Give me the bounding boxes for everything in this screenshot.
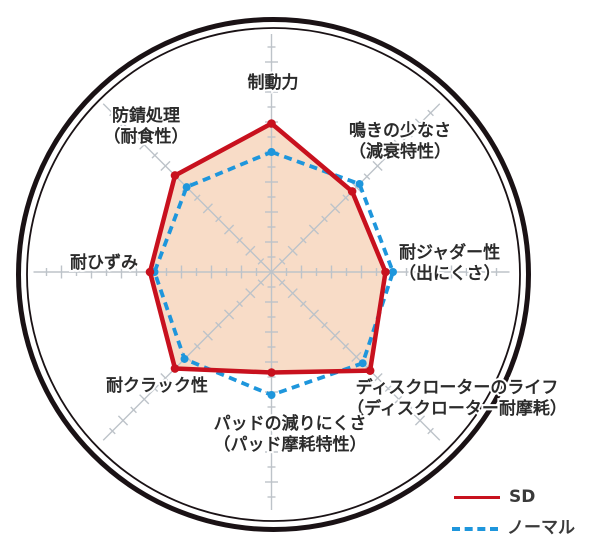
axis-label: （耐食性） [104, 126, 189, 147]
axis-tick [139, 394, 150, 405]
series-dot-SD [381, 267, 390, 277]
axis-line [102, 271, 272, 441]
axis-tick [117, 118, 129, 129]
axis-tick [223, 224, 235, 235]
axis-label: 鳴きの少なさ [349, 120, 451, 141]
axis-tick [330, 330, 341, 341]
axis-label: 耐ひずみ [70, 252, 138, 273]
axis-label: 制動力 [248, 72, 299, 93]
axis-tick [299, 300, 307, 308]
axis-tick [308, 224, 320, 235]
axis-tick [427, 427, 434, 435]
series-dot-ノーマル [358, 359, 367, 368]
axis-tick [372, 160, 383, 172]
axis-tick [257, 258, 265, 265]
series-dot-SD [170, 364, 180, 373]
series-dot-SD [347, 187, 357, 196]
axis-tick [160, 372, 171, 384]
axis-label: ディスクローターのライフ [356, 377, 559, 398]
axis-tick [139, 139, 150, 150]
series-dot-ノーマル [389, 268, 397, 276]
axis-label: （出にくさ） [399, 263, 501, 284]
axis-tick [342, 342, 350, 350]
axis-tick [363, 173, 371, 180]
axis-tick [109, 109, 116, 117]
axis-tick [427, 109, 434, 117]
axis-tick [321, 321, 328, 329]
axis-tick [193, 342, 201, 350]
axis-tick [117, 415, 129, 426]
series-dot-ノーマル [180, 354, 189, 363]
axis-tick [342, 194, 350, 202]
series-dot-SD [267, 368, 276, 377]
axis-line [271, 271, 441, 441]
axis-tick [372, 372, 383, 384]
axis-line [271, 103, 441, 273]
axis-tick [151, 152, 159, 159]
axis-label: 耐クラック性 [106, 375, 208, 396]
axis-tick [299, 236, 307, 244]
axis-tick [215, 321, 222, 329]
axis-tick [223, 309, 235, 320]
axis-tick [151, 385, 159, 392]
axis-label: （パッド摩耗特性） [214, 434, 367, 455]
axis-tick [245, 245, 256, 256]
axis-tick [384, 385, 392, 392]
axis-tick [245, 288, 256, 299]
series-dot-SD [170, 171, 180, 180]
axis-tick [414, 118, 426, 129]
series-dot-SD [145, 267, 155, 277]
axis-tick [202, 203, 213, 214]
axis-tick [202, 330, 213, 341]
axis-label: パッドの減りにくさ [214, 413, 367, 434]
axis-tick [109, 427, 116, 435]
axis-tick [406, 130, 413, 138]
axis-tick [130, 130, 137, 138]
axis-tick [393, 139, 404, 150]
axis-tick [321, 215, 328, 223]
series-dot-ノーマル [182, 183, 191, 192]
inner-ring-circle [26, 27, 521, 522]
axis-tick [406, 406, 413, 414]
axis-tick [236, 300, 244, 308]
axis-label: 耐ジャダー性 [399, 242, 500, 263]
axis-tick [130, 406, 137, 414]
series-area-SD [150, 123, 386, 373]
series-dot-ノーマル [355, 179, 364, 188]
axis-tick [351, 351, 362, 362]
axis-tick [393, 394, 404, 405]
axis-tick [414, 415, 426, 426]
outer-ring-circle [16, 17, 531, 532]
axis-tick [278, 279, 286, 286]
axis-label: （ディスクローター耐摩耗） [347, 398, 567, 419]
axis-tick [351, 182, 362, 193]
series-dot-SD [267, 119, 276, 128]
series-dot-ノーマル [267, 391, 276, 399]
axis-tick [257, 279, 265, 286]
axis-label: 防錆処理 [112, 105, 180, 126]
axis-tick [215, 215, 222, 223]
axis-tick [287, 288, 298, 299]
series-dot-ノーマル [267, 148, 276, 156]
axis-tick [193, 194, 201, 202]
axis-tick [236, 236, 244, 244]
axis-label: （減衰特性） [349, 141, 451, 162]
axis-tick [384, 152, 392, 159]
series-dot-SD [365, 366, 375, 375]
axis-tick [278, 258, 286, 265]
axis-tick [308, 309, 320, 320]
axis-tick [287, 245, 298, 256]
axis-tick [330, 203, 341, 214]
axis-tick [160, 160, 171, 172]
